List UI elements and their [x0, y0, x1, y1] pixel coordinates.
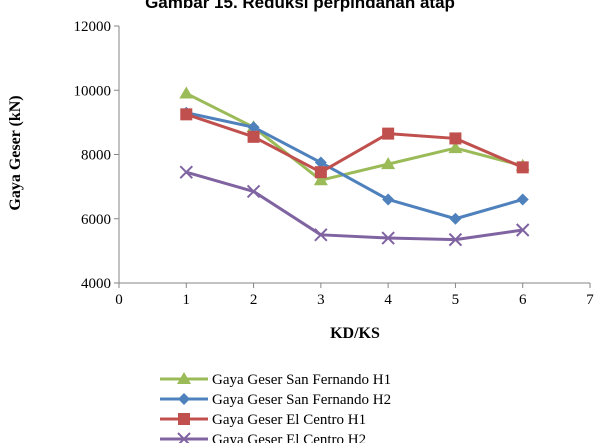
y-axis-ticks: 4000 6000 8000 10000 12000	[74, 19, 119, 292]
y-tick-label: 10000	[74, 83, 112, 99]
x-tick-label: 7	[586, 292, 594, 308]
legend-item: Gaya Geser El Centro H1	[160, 412, 366, 428]
legend-marker-diamond	[178, 393, 190, 405]
data-point-square	[516, 161, 529, 174]
data-point-triangle	[179, 86, 194, 99]
data-point-square	[382, 127, 395, 140]
data-point-triangle	[381, 157, 396, 170]
y-tick-label: 8000	[81, 148, 111, 164]
legend-item: Gaya Geser San Fernando H1	[160, 372, 391, 388]
legend-marker-square	[178, 413, 190, 425]
data-point-diamond	[382, 193, 395, 206]
legend-label: Gaya Geser El Centro H2	[212, 432, 366, 443]
legend-label: Gaya Geser El Centro H1	[212, 412, 366, 428]
x-axis-ticks: 0 1 2 3 4 5 6 7	[115, 283, 594, 308]
series-line	[185, 111, 524, 221]
x-tick-label: 6	[519, 292, 527, 308]
series-layer	[179, 86, 530, 247]
data-point-diamond	[314, 156, 327, 169]
y-tick-label: 12000	[74, 19, 112, 35]
figure-caption: Gambar 15. Reduksi perpindahan atap	[145, 0, 455, 12]
legend-marker-triangle	[177, 372, 191, 384]
data-point-diamond	[449, 212, 462, 225]
series-2	[180, 106, 529, 225]
x-tick-label: 2	[250, 292, 258, 308]
legend-marker-x	[177, 432, 191, 443]
data-point-x	[516, 223, 530, 237]
series-line	[185, 112, 524, 174]
data-point-triangle	[313, 173, 328, 186]
series-4	[179, 165, 530, 247]
data-point-x	[179, 165, 193, 179]
legend-label: Gaya Geser San Fernando H1	[212, 372, 391, 388]
legend-item: Gaya Geser El Centro H2	[160, 432, 366, 443]
data-point-square	[247, 130, 260, 143]
data-point-triangle	[448, 141, 463, 154]
data-point-diamond	[516, 193, 529, 206]
data-point-square	[449, 132, 462, 145]
data-point-x	[381, 231, 395, 245]
y-axis-title-group: Gaya Geser (kN)	[7, 95, 24, 210]
data-point-diamond	[247, 121, 260, 134]
x-axis-title: KD/KS	[330, 325, 380, 342]
data-point-x	[314, 228, 328, 242]
series-1	[179, 86, 530, 186]
y-axis-title: Gaya Geser (kN)	[7, 95, 24, 210]
series-line	[185, 170, 523, 242]
y-tick-label: 6000	[81, 212, 111, 228]
data-point-x	[246, 184, 261, 199]
series-line	[185, 92, 524, 182]
data-point-square	[314, 166, 327, 179]
x-tick-label: 3	[317, 292, 325, 308]
data-point-x	[448, 232, 463, 247]
y-tick-label: 4000	[81, 276, 111, 292]
data-point-square	[180, 108, 193, 121]
x-tick-label: 1	[183, 292, 191, 308]
x-tick-label: 4	[384, 292, 392, 308]
series-3	[180, 108, 529, 179]
x-tick-label: 0	[115, 292, 123, 308]
legend-item: Gaya Geser San Fernando H2	[160, 392, 391, 408]
legend: Gaya Geser San Fernando H1 Gaya Geser San…	[160, 372, 391, 443]
legend-label: Gaya Geser San Fernando H2	[212, 392, 391, 408]
x-tick-label: 5	[452, 292, 460, 308]
